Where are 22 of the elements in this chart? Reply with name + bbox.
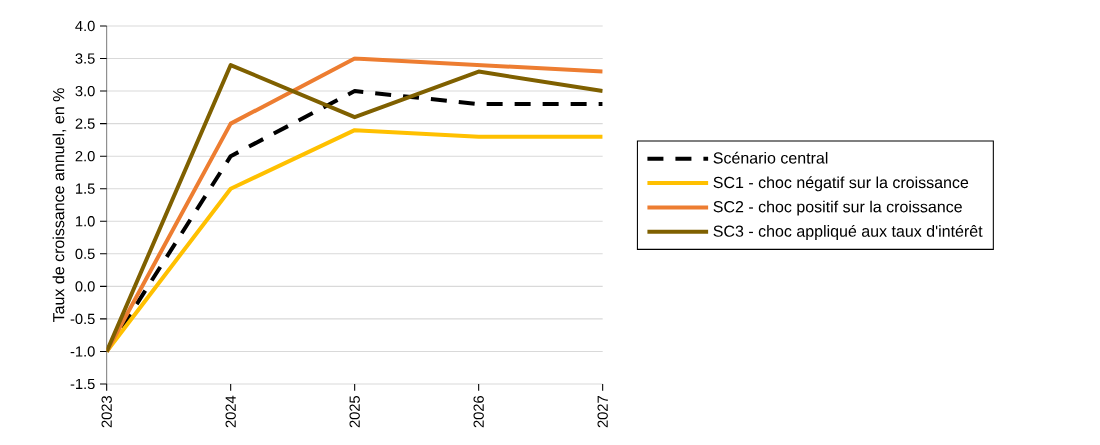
x-tick-label: 2023	[101, 396, 112, 428]
y-axis-title: Taux de croissance annuel, en %	[52, 88, 67, 323]
x-tick-label: 2024	[225, 395, 236, 428]
y-tick-label: 3.5	[75, 53, 95, 64]
y-tick-label: -0.5	[70, 313, 95, 325]
legend-label: SC3 - choc appliqué aux taux d'intérêt	[713, 224, 983, 241]
y-tick-label: 2.5	[75, 118, 95, 129]
y-tick-label: 0.5	[75, 248, 95, 259]
legend-label: Scénario central	[713, 151, 828, 164]
y-tick-label: 0.0	[75, 281, 95, 292]
y-tick-label: 3.0	[75, 85, 95, 97]
x-tick-label: 2025	[349, 396, 360, 428]
y-tick-label: -1.5	[70, 378, 95, 390]
y-tick-label: 2.0	[75, 151, 95, 162]
y-tick-label: -1.0	[70, 346, 95, 357]
y-tick-label: 1.0	[76, 216, 95, 227]
x-tick-label: 2026	[473, 396, 484, 428]
y-tick-label: 4.0	[75, 20, 95, 32]
x-tick-label: 2027	[597, 396, 608, 428]
legend-label: SC1 - choc négatif sur la croissance	[713, 176, 969, 192]
y-tick-label: 1.5	[76, 183, 95, 194]
legend-label: SC2 - choc positif sur la croissance	[713, 200, 962, 216]
